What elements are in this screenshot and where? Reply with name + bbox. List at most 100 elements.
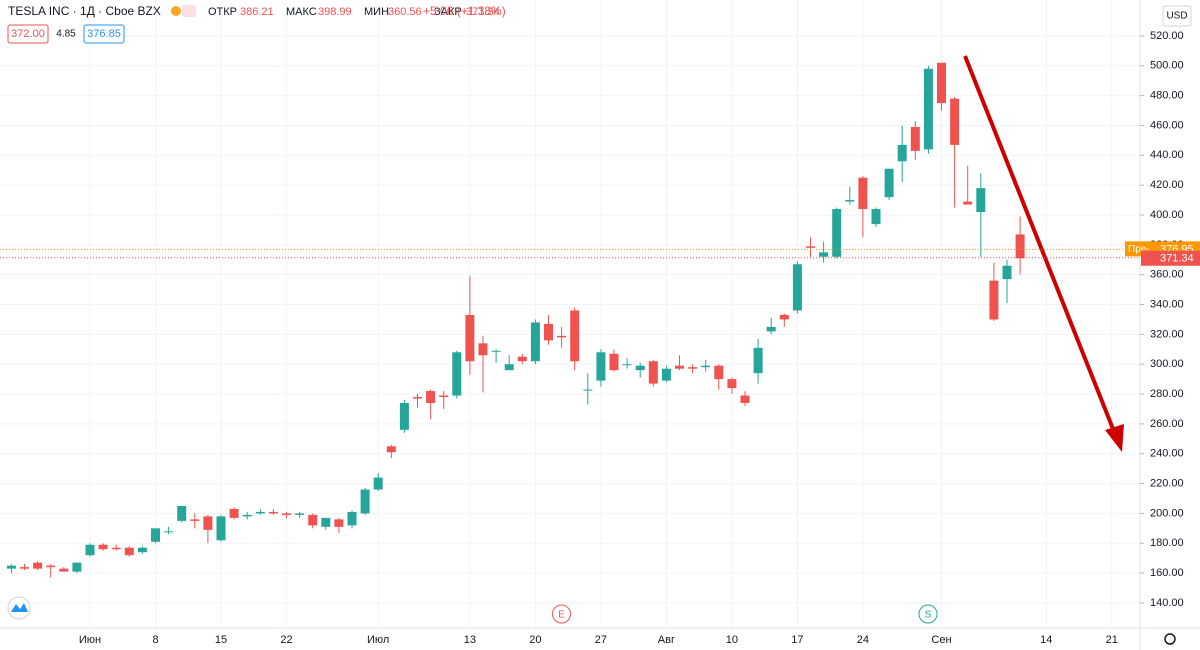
event-marker bbox=[918, 604, 938, 624]
candle-body bbox=[832, 209, 842, 257]
candle-body bbox=[806, 246, 815, 248]
x-tick-label: Июн bbox=[79, 634, 101, 646]
ohlc-value: 371.34 bbox=[466, 6, 500, 18]
candle-body bbox=[255, 511, 265, 514]
settings-button[interactable] bbox=[1164, 633, 1176, 645]
candle-body bbox=[439, 395, 449, 398]
x-tick-label: 21 bbox=[1106, 634, 1118, 646]
candle-body bbox=[164, 531, 174, 533]
candle-body bbox=[688, 367, 698, 369]
logo-icon bbox=[11, 603, 28, 612]
y-tick-label: 420.00 bbox=[1150, 179, 1184, 191]
candle-body bbox=[373, 477, 383, 490]
y-tick-label: 280.00 bbox=[1150, 388, 1184, 400]
candle-body bbox=[72, 562, 82, 572]
candle-body bbox=[85, 544, 95, 556]
y-tick-label: 360.00 bbox=[1150, 269, 1184, 281]
candle-body bbox=[583, 389, 593, 391]
candle-body bbox=[792, 264, 802, 311]
arrow-head bbox=[1105, 424, 1124, 452]
candle-body bbox=[6, 565, 16, 569]
candle-body bbox=[334, 519, 344, 527]
x-tick-label: 27 bbox=[595, 634, 607, 646]
candle-body bbox=[596, 352, 606, 381]
candle-body bbox=[779, 314, 789, 320]
currency-box[interactable] bbox=[1162, 5, 1192, 27]
candle-body bbox=[268, 511, 278, 514]
trend-arrow bbox=[963, 55, 1117, 435]
candle-body bbox=[386, 446, 396, 453]
y-tick-label: 520.00 bbox=[1150, 30, 1184, 42]
candle-body bbox=[242, 514, 252, 517]
candle-body bbox=[950, 98, 960, 145]
last-price-value: 371.34 bbox=[1160, 253, 1194, 265]
y-tick-label: 240.00 bbox=[1150, 448, 1184, 460]
y-tick-label: 440.00 bbox=[1150, 149, 1184, 161]
x-tick-label: Июл bbox=[367, 634, 389, 646]
candle-body bbox=[151, 528, 160, 542]
flag-icon bbox=[182, 5, 196, 17]
event-label: S bbox=[925, 610, 932, 621]
event-label: E bbox=[558, 610, 565, 621]
candle-body bbox=[399, 403, 409, 430]
candle-body bbox=[622, 364, 632, 366]
candle-body bbox=[46, 565, 56, 568]
candle-body bbox=[216, 516, 226, 541]
x-tick-label: 24 bbox=[857, 634, 869, 646]
ohlc-label: МИН bbox=[364, 6, 389, 18]
candle-body bbox=[111, 547, 121, 550]
candle-body bbox=[308, 514, 318, 526]
premarket-label: Пре- bbox=[1128, 244, 1150, 255]
candle-body bbox=[675, 365, 684, 369]
y-tick-label: 460.00 bbox=[1150, 119, 1184, 131]
candle-body bbox=[295, 513, 305, 515]
x-tick-label: 14 bbox=[1040, 634, 1052, 646]
ohlc-value: 360.56 bbox=[388, 6, 422, 18]
x-tick-label: Авг bbox=[658, 634, 675, 646]
candle-body bbox=[976, 188, 986, 213]
candle-body bbox=[910, 126, 920, 151]
candle-body bbox=[1002, 265, 1012, 280]
candle-body bbox=[530, 322, 540, 362]
x-tick-label: 13 bbox=[464, 634, 476, 646]
spread: 4.85 bbox=[56, 29, 76, 40]
ohlc-value: 386.21 bbox=[240, 6, 274, 18]
candle-body bbox=[897, 144, 907, 162]
candle-body bbox=[504, 364, 514, 371]
candle-body bbox=[347, 511, 357, 526]
candle-body bbox=[819, 252, 829, 257]
y-tick-label: 220.00 bbox=[1150, 477, 1184, 489]
x-tick-label: 8 bbox=[152, 634, 158, 646]
candle-body bbox=[282, 513, 291, 515]
candles bbox=[6, 62, 1025, 578]
candle-body bbox=[989, 280, 999, 320]
x-tick-label: 10 bbox=[726, 634, 738, 646]
candle-body bbox=[727, 379, 737, 389]
candle-body bbox=[20, 567, 29, 569]
ohlc-label: ЗАКР bbox=[434, 6, 462, 18]
candle-body bbox=[923, 68, 933, 150]
candle-body bbox=[1015, 234, 1025, 259]
candle-body bbox=[452, 352, 462, 396]
candle-body bbox=[544, 323, 553, 341]
y-tick-label: 260.00 bbox=[1150, 418, 1184, 430]
ohlc-value: 398.99 bbox=[318, 6, 352, 18]
candle-body bbox=[59, 568, 69, 572]
market-icon bbox=[171, 6, 181, 16]
candle-body bbox=[321, 517, 331, 527]
candle-body bbox=[766, 326, 776, 332]
candle-body bbox=[465, 314, 475, 362]
candle-body bbox=[963, 201, 973, 205]
y-tick-label: 200.00 bbox=[1150, 507, 1184, 519]
candle-body bbox=[858, 177, 868, 210]
candle-body bbox=[33, 562, 43, 569]
bid: 372.00 bbox=[11, 28, 45, 40]
change: +5.06 (+1.38%) bbox=[423, 4, 506, 18]
candle-body bbox=[124, 547, 134, 556]
candle-body bbox=[661, 368, 671, 381]
y-tick-label: 500.00 bbox=[1150, 60, 1184, 72]
y-tick-label: 320.00 bbox=[1150, 328, 1184, 340]
ohlc-label: МАКС bbox=[286, 6, 317, 18]
candle-body bbox=[714, 365, 724, 380]
